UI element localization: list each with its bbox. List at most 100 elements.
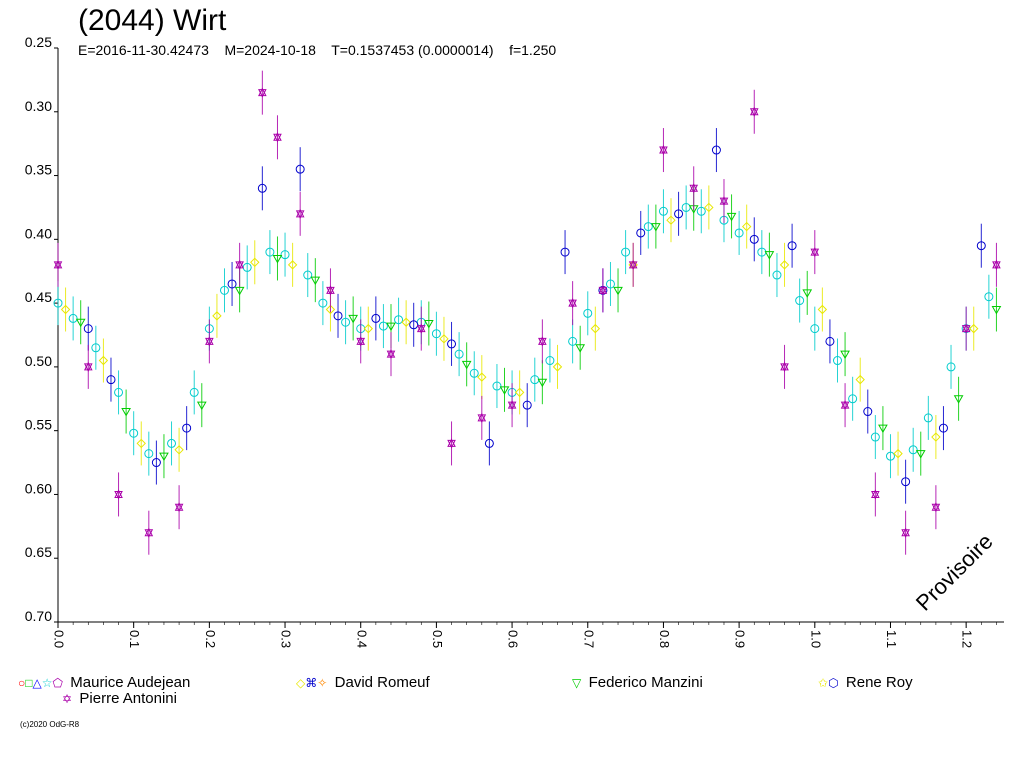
legend-sparkle-icon: ✧ — [317, 676, 328, 690]
data-point — [234, 286, 245, 296]
data-point — [552, 362, 563, 372]
data-point — [538, 337, 547, 347]
data-point — [341, 317, 351, 327]
data-point — [121, 408, 131, 417]
data-point — [174, 503, 184, 513]
data-point — [779, 260, 790, 270]
data-point — [106, 375, 116, 385]
data-point — [272, 254, 283, 264]
data-point — [212, 311, 222, 321]
data-point — [68, 313, 78, 323]
y-tick-label: 0.60 — [25, 480, 52, 496]
data-point — [689, 184, 699, 194]
data-point — [938, 423, 948, 433]
legend-item-rene-roy: ✩⬡ Rene Roy — [818, 675, 913, 691]
data-point — [636, 228, 646, 238]
x-tick-label: 0.8 — [657, 630, 672, 648]
y-tick-label: 0.70 — [25, 608, 52, 624]
data-point — [386, 322, 396, 332]
data-point — [848, 394, 858, 404]
legend-symbols: ✡ — [62, 692, 75, 706]
legend-label: Rene Roy — [845, 674, 913, 691]
data-point — [840, 401, 850, 411]
data-point — [855, 374, 865, 385]
data-point — [537, 378, 548, 388]
data-point — [492, 381, 502, 391]
data-point — [144, 449, 154, 459]
data-point — [310, 276, 321, 286]
data-point — [295, 164, 305, 174]
legend-symbols: ◇⌘✧ — [296, 676, 331, 690]
data-point — [908, 445, 918, 455]
legend-item-pierre-antonini: ✡ Pierre Antonini — [62, 691, 177, 707]
data-point — [871, 490, 880, 500]
data-point — [674, 209, 684, 219]
y-tick-label: 0.30 — [25, 98, 52, 114]
y-tick-label: 0.50 — [25, 353, 52, 369]
data-point — [991, 305, 1002, 315]
watermark-provisoire: Provisoire — [911, 529, 998, 616]
legend-star-icon: ✩ — [818, 676, 829, 690]
data-point — [477, 414, 487, 424]
data-point — [522, 400, 532, 410]
data-point — [915, 450, 926, 459]
data-point — [575, 344, 586, 353]
data-point — [825, 336, 835, 346]
data-point — [696, 206, 706, 216]
data-point — [598, 286, 608, 296]
data-point — [75, 318, 86, 328]
data-point — [447, 439, 456, 449]
data-point — [53, 261, 63, 270]
chart-title: (2044) Wirt — [78, 4, 227, 37]
data-point — [348, 314, 359, 324]
data-point — [394, 315, 404, 325]
data-point — [273, 133, 282, 143]
data-point — [802, 289, 813, 298]
legend-pentagon-icon: ⬠ — [52, 676, 63, 690]
legend-symbols: ○□△☆⬠ — [18, 676, 66, 690]
data-point — [325, 304, 336, 315]
data-point — [590, 323, 601, 334]
data-point — [174, 445, 184, 455]
data-point — [605, 279, 615, 289]
data-point — [454, 349, 464, 359]
y-tick-label: 0.55 — [25, 417, 52, 433]
data-point — [613, 286, 623, 296]
data-point — [431, 329, 441, 339]
data-point — [711, 145, 721, 155]
legend-star-icon: ☆ — [41, 676, 53, 690]
data-point — [280, 250, 290, 260]
data-point — [227, 279, 237, 289]
data-point — [863, 407, 873, 417]
data-point — [666, 215, 676, 225]
data-point — [840, 350, 850, 360]
data-point — [219, 285, 229, 295]
data-point — [114, 387, 124, 397]
data-point — [659, 146, 668, 156]
data-point — [810, 324, 820, 334]
legend-star-of-david-icon: ✡ — [62, 692, 73, 706]
data-point — [439, 334, 449, 344]
data-point — [484, 438, 494, 448]
data-point — [507, 401, 517, 411]
data-point — [795, 296, 805, 306]
data-point — [568, 299, 577, 309]
x-tick-label: 1.2 — [960, 630, 975, 648]
legend-triangle-down-icon: ▽ — [572, 676, 582, 690]
y-tick-label: 0.65 — [25, 544, 52, 560]
data-point — [643, 222, 653, 232]
data-point — [961, 325, 971, 334]
legend-item-david-romeuf: ◇⌘✧ David Romeuf — [296, 675, 430, 691]
legend-hexagon-icon: ⬡ — [828, 676, 839, 690]
y-tick-label: 0.35 — [25, 162, 52, 178]
data-point — [461, 360, 472, 370]
data-point — [318, 298, 328, 308]
data-point — [401, 317, 411, 327]
data-point — [817, 304, 828, 315]
data-point — [151, 458, 161, 468]
legend-square-icon: □ — [25, 676, 33, 690]
data-point — [129, 428, 139, 438]
data-point — [946, 362, 956, 372]
legend-item-maurice-audejean: ○□△☆⬠ Maurice Audejean — [18, 675, 190, 691]
data-point — [363, 323, 373, 334]
